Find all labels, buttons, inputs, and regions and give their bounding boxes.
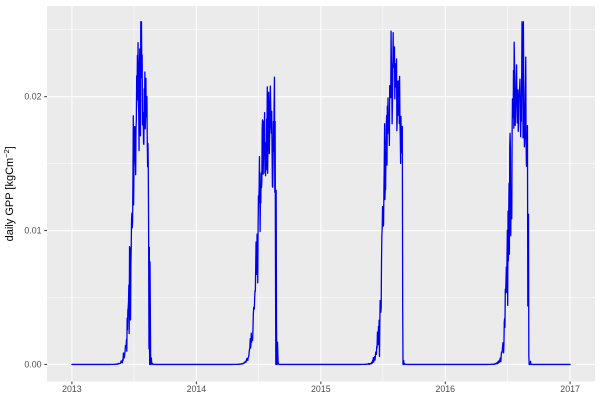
svg-text:0.00: 0.00 bbox=[24, 359, 41, 369]
svg-text:2013: 2013 bbox=[62, 384, 82, 394]
svg-text:0.01: 0.01 bbox=[24, 226, 41, 236]
svg-text:2016: 2016 bbox=[436, 384, 456, 394]
svg-text:2017: 2017 bbox=[560, 384, 580, 394]
svg-text:0.02: 0.02 bbox=[24, 92, 41, 102]
svg-text:2015: 2015 bbox=[311, 384, 331, 394]
svg-text:2014: 2014 bbox=[187, 384, 207, 394]
svg-text:daily GPP [kgCm−2]: daily GPP [kgCm−2] bbox=[2, 146, 17, 241]
